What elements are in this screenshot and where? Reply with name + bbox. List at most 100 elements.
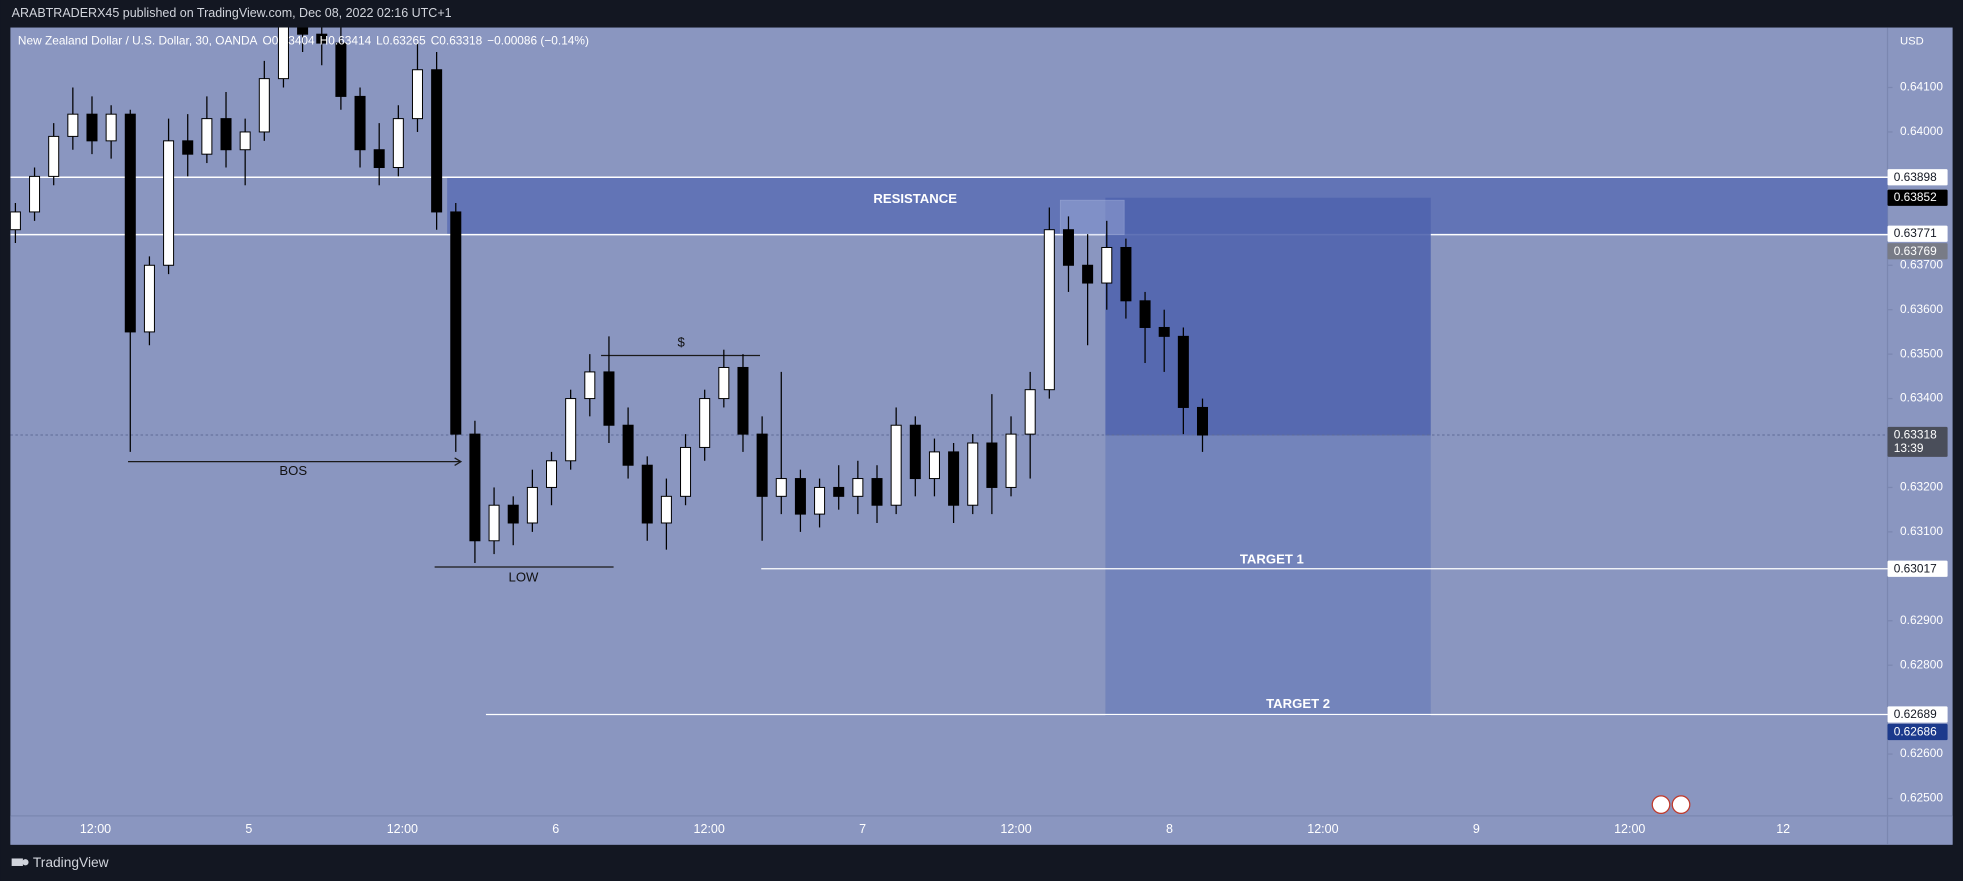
candle-body — [1082, 264, 1094, 284]
price-tag — [1887, 426, 1948, 457]
candle-body — [986, 442, 998, 488]
legend-value: −0.00086 (−0.14%) — [487, 33, 589, 47]
candle-body — [10, 211, 21, 231]
candle-body — [297, 27, 309, 35]
x-tick-label: 12:00 — [694, 822, 725, 836]
price-tag — [1887, 169, 1948, 186]
price-tag — [1887, 706, 1948, 723]
price-tag-label: 0.63017 — [1894, 561, 1937, 575]
candle-body — [48, 135, 60, 177]
header: ARABTRADERX45 published on TradingView.c… — [12, 6, 452, 20]
price-tag-label: 0.63771 — [1894, 226, 1937, 240]
candle-body — [833, 486, 845, 497]
candle-body — [641, 464, 653, 524]
entry-box — [1059, 199, 1125, 235]
x-tick-label: 12:00 — [1307, 822, 1338, 836]
price-tag-label: 0.62686 — [1894, 725, 1937, 739]
candle-body — [182, 140, 194, 155]
y-tick-label: 0.63500 — [1900, 346, 1943, 360]
candle-body — [163, 140, 175, 266]
candle-body — [852, 478, 864, 497]
candle-body — [354, 95, 366, 151]
price-tag — [1887, 243, 1948, 260]
plot-area — [10, 27, 1888, 845]
candle-body — [1120, 246, 1132, 302]
candle-body — [316, 33, 328, 44]
annotation-label: LOW — [509, 570, 540, 585]
candle-body — [948, 451, 960, 506]
candle-body — [871, 478, 883, 506]
price-tag-label: 0.63898 — [1894, 170, 1937, 184]
candle-body — [220, 118, 232, 151]
candle-body — [680, 446, 692, 497]
legend-value: O0.63404 — [262, 33, 315, 47]
x-tick-label: 7 — [859, 822, 866, 836]
candle-body — [392, 118, 404, 169]
candle-body — [1005, 433, 1017, 488]
annotation-label: $ — [678, 334, 686, 349]
candle-body — [718, 366, 730, 400]
price-tag — [1887, 189, 1948, 206]
y-tick-label: 0.63400 — [1900, 391, 1943, 405]
candle-body — [488, 504, 500, 542]
candle-body — [565, 398, 577, 462]
candle-body — [67, 113, 79, 137]
price-tag — [1887, 723, 1948, 741]
y-tick-label: 0.63600 — [1900, 302, 1943, 316]
candle-body — [622, 424, 634, 466]
candle-body — [335, 42, 347, 97]
x-tick-label: 5 — [245, 822, 252, 836]
x-tick-label: 12:00 — [1614, 822, 1645, 836]
candle-body — [699, 398, 711, 448]
candle-body — [258, 78, 270, 133]
candle-body — [105, 113, 117, 142]
candle-body — [1043, 229, 1055, 391]
candle-body — [143, 264, 155, 333]
y-tick-label: 0.62500 — [1900, 791, 1943, 805]
candle-body — [756, 433, 768, 497]
candle-body — [431, 69, 443, 213]
y-tick-label: 0.62800 — [1900, 657, 1943, 671]
candle-body — [239, 131, 251, 151]
x-tick-label: 8 — [1166, 822, 1173, 836]
price-tag-label: 0.62689 — [1894, 707, 1937, 721]
y-tick-label: 0.62900 — [1900, 613, 1943, 627]
candle-body — [29, 175, 41, 213]
x-tick-label: 6 — [552, 822, 559, 836]
candle-body — [1158, 326, 1170, 337]
price-tag-label: 0.63769 — [1894, 244, 1937, 258]
candle-body — [1139, 300, 1151, 328]
price-tag-label: 0.63318 — [1894, 428, 1937, 442]
candle-body — [526, 486, 538, 524]
candle-body — [660, 495, 672, 524]
price-tag-label: 0.63852 — [1894, 190, 1937, 204]
candle-body — [1196, 406, 1209, 436]
zone-label: RESISTANCE — [873, 191, 957, 206]
y-tick-label: 0.63700 — [1900, 257, 1943, 271]
brand: TradingView — [33, 855, 109, 870]
candle-body — [373, 149, 385, 169]
candle-body — [1062, 229, 1074, 266]
candle-body — [86, 113, 98, 142]
arrow-head — [454, 457, 463, 466]
candle-body — [507, 504, 519, 524]
candle-body — [967, 442, 979, 506]
y-tick-label: 0.64100 — [1900, 80, 1943, 94]
candle-body — [469, 433, 481, 542]
candle-body — [928, 451, 940, 480]
legend-value: L0.63265 — [376, 33, 426, 47]
countdown: 13:39 — [1894, 441, 1924, 455]
candle-body — [277, 27, 289, 80]
candle-body — [775, 478, 787, 497]
y-tick-label: 0.63200 — [1900, 480, 1943, 494]
time-axis — [10, 815, 1953, 845]
candle-body — [450, 211, 462, 435]
flags — [1651, 795, 1691, 815]
y-tick-label: 0.62600 — [1900, 746, 1943, 760]
legend-value: C0.63318 — [431, 33, 483, 47]
x-tick-label: 12 — [1776, 822, 1790, 836]
candle-body — [794, 478, 806, 515]
logo — [11, 858, 29, 866]
